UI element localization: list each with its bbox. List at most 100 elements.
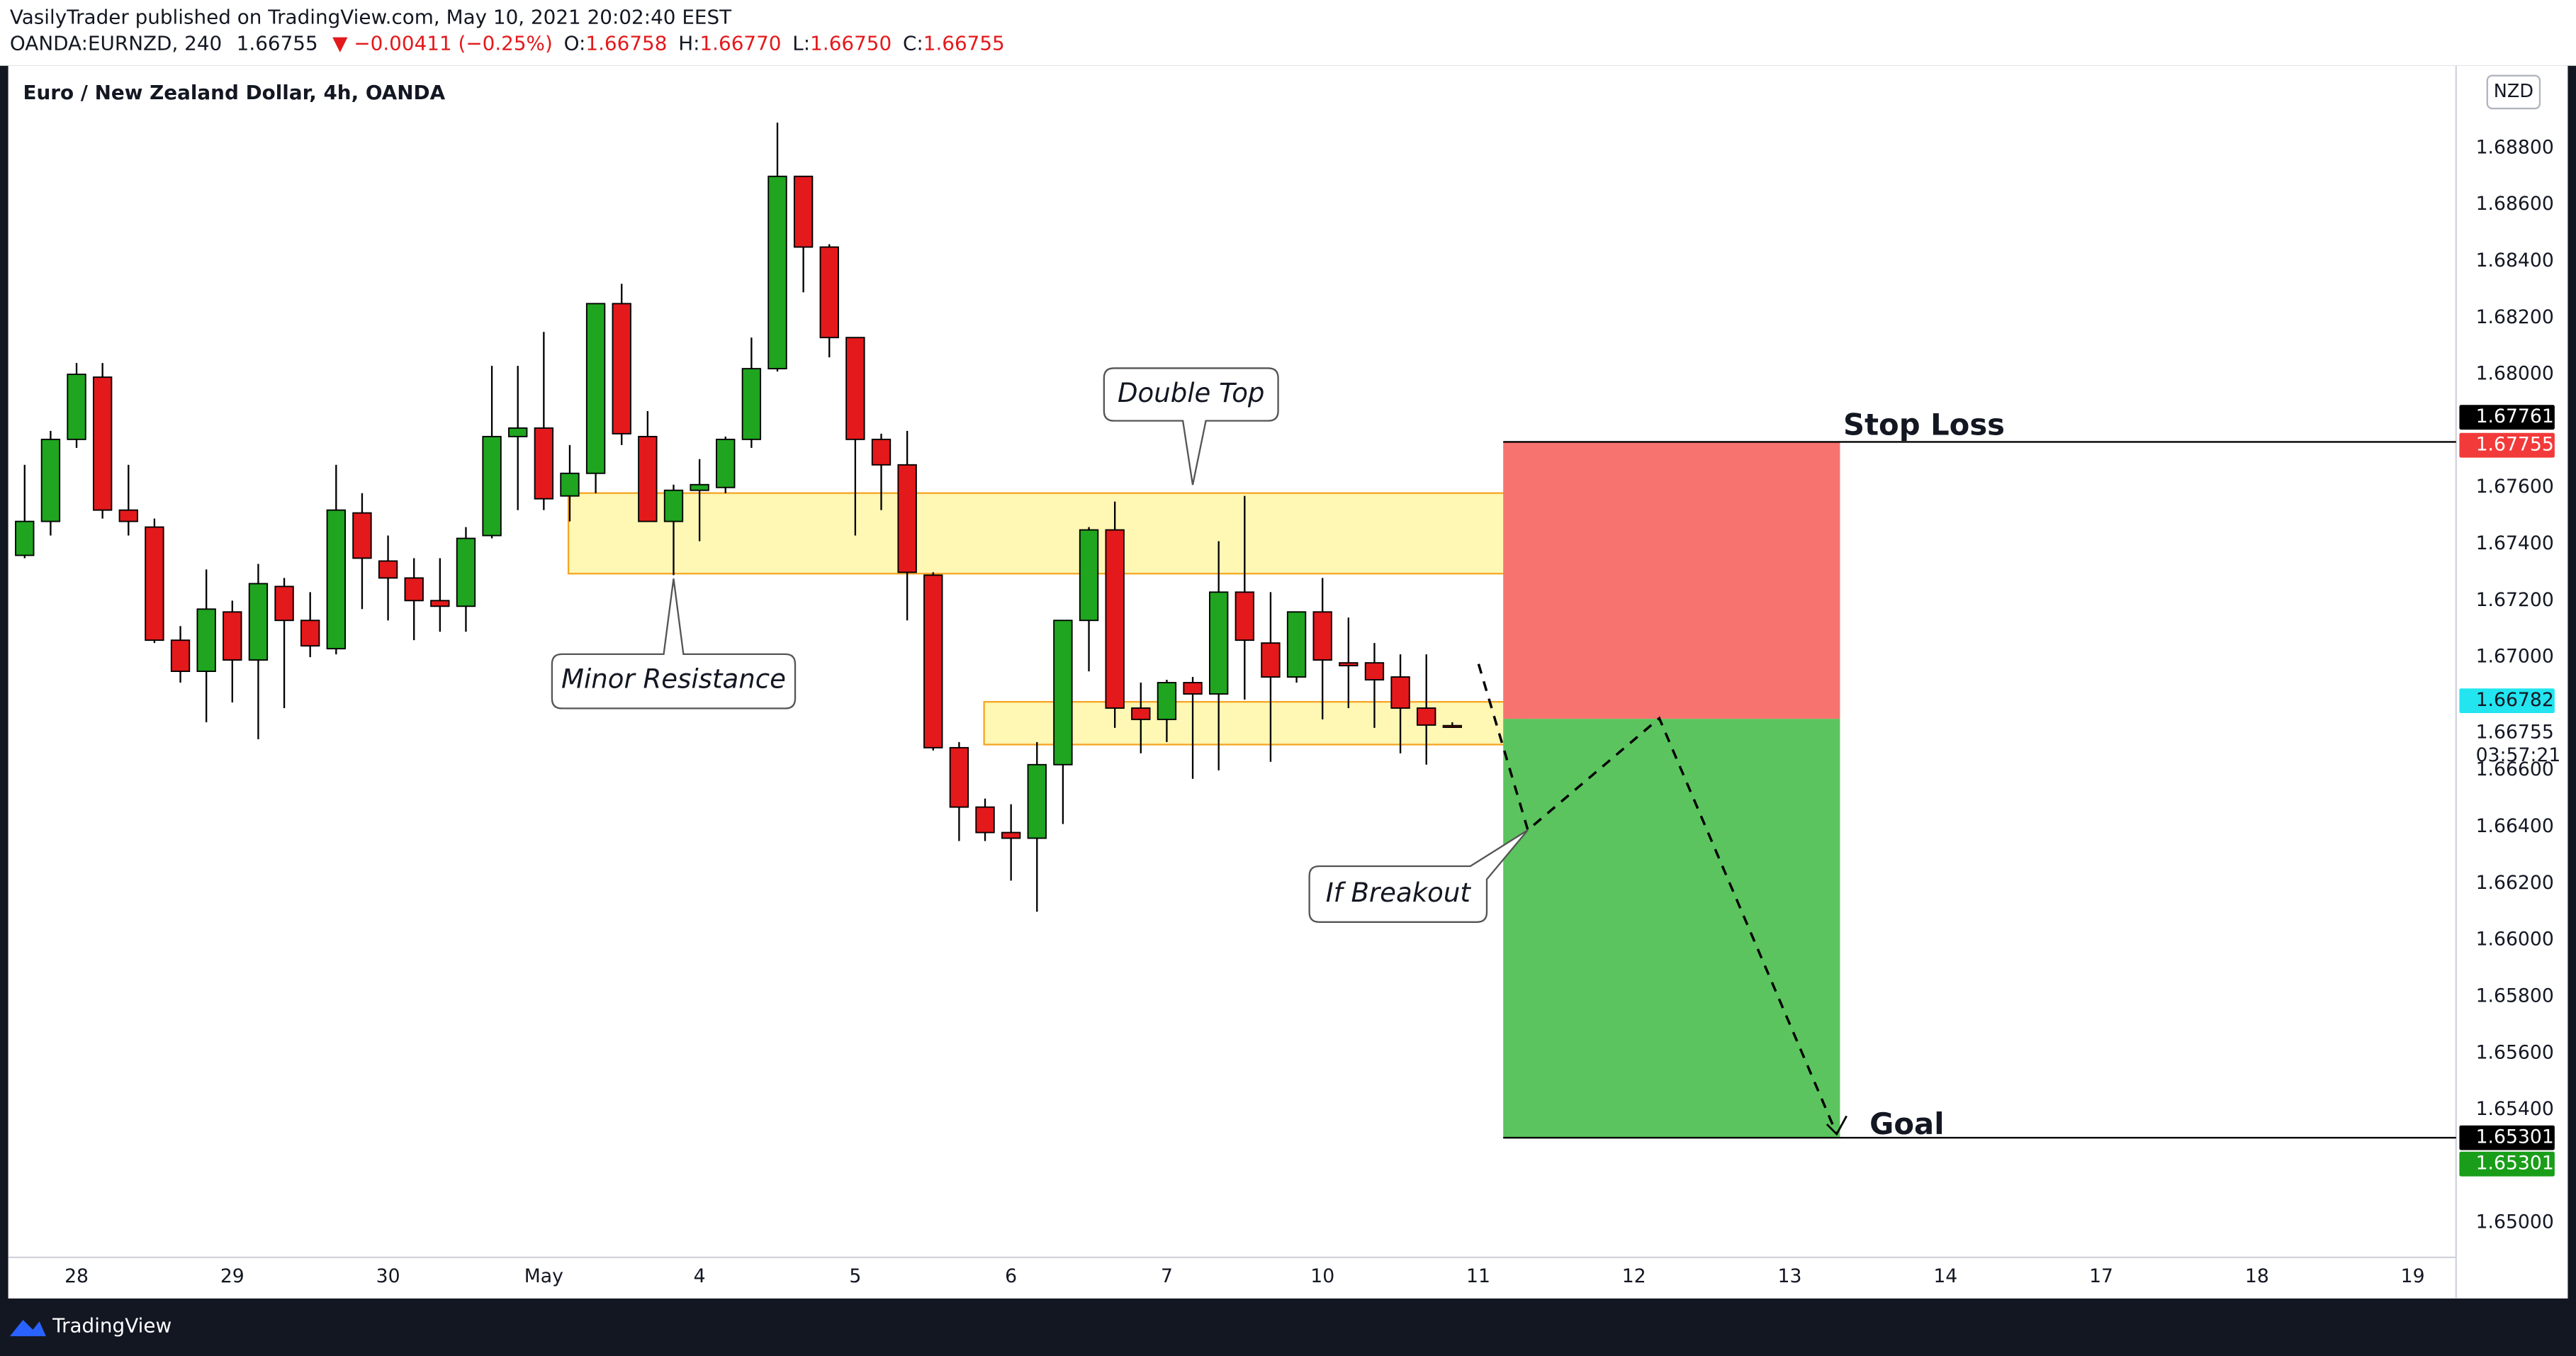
candle-body bbox=[1001, 831, 1021, 839]
stop-label: Stop Loss bbox=[1843, 408, 2005, 442]
candle-body bbox=[638, 435, 658, 522]
candle-body bbox=[975, 806, 995, 834]
price-tag bbox=[2459, 720, 2555, 746]
candle-body bbox=[1312, 611, 1332, 661]
ohlc-label: O: bbox=[564, 32, 586, 55]
candle-body bbox=[612, 303, 631, 435]
position: Stop Loss Goal bbox=[1503, 408, 2456, 1141]
callout bbox=[1103, 367, 1279, 486]
x-tick-label: 7 bbox=[1161, 1265, 1173, 1287]
candle-body bbox=[1286, 611, 1307, 678]
price-tag-label: 1.67761 bbox=[2476, 405, 2554, 427]
y-tick-label: 1.66600 bbox=[2476, 758, 2554, 780]
ohlc-label: C: bbox=[903, 32, 923, 55]
candle-body bbox=[67, 374, 86, 440]
y-tick-label: 1.67200 bbox=[2476, 589, 2554, 611]
price-tag-label: 1.66782 bbox=[2476, 689, 2554, 711]
candle-body bbox=[40, 438, 61, 522]
resistance-zone bbox=[567, 492, 1582, 575]
currency-badge bbox=[2486, 74, 2541, 110]
y-tick-label: 1.66200 bbox=[2476, 872, 2554, 894]
x-tick-label: 30 bbox=[376, 1265, 400, 1287]
candle-body bbox=[223, 611, 242, 661]
x-tick-label: 4 bbox=[694, 1265, 706, 1287]
candle-body bbox=[118, 509, 138, 522]
price-tag bbox=[2459, 432, 2555, 458]
candle-body bbox=[456, 537, 476, 607]
change: ▼ −0.00411 (−0.25%) bbox=[332, 32, 553, 55]
author-line: VasilyTrader published on TradingView.co… bbox=[10, 6, 732, 29]
zones bbox=[567, 492, 1582, 746]
brand: TradingView bbox=[52, 1313, 171, 1337]
x-tick-label: 13 bbox=[1778, 1265, 1802, 1287]
y-tick-label: 1.65400 bbox=[2476, 1098, 2554, 1120]
candle-body bbox=[690, 483, 709, 491]
candle-body bbox=[482, 435, 502, 537]
countdown: 03:57:21 bbox=[2476, 744, 2561, 766]
candles bbox=[15, 122, 1463, 912]
candle-body bbox=[352, 512, 372, 559]
candle-body bbox=[949, 746, 969, 808]
candle-body bbox=[585, 303, 606, 474]
annotation: Double Top bbox=[1118, 378, 1264, 408]
arrowhead bbox=[1826, 1115, 1847, 1136]
x-tick-label: 11 bbox=[1466, 1265, 1490, 1287]
price-tag bbox=[2459, 688, 2555, 714]
candle-body bbox=[92, 376, 113, 511]
candle-body bbox=[1209, 591, 1229, 695]
stop-zone bbox=[1503, 442, 1840, 719]
candle-body bbox=[923, 574, 943, 749]
candle-body bbox=[1131, 707, 1151, 720]
candle-body bbox=[196, 608, 216, 673]
y-tick-label: 1.67400 bbox=[2476, 532, 2554, 554]
y-tick-label: 1.68600 bbox=[2476, 193, 2554, 215]
candle-body bbox=[1261, 642, 1281, 678]
candle-body bbox=[248, 583, 269, 661]
ohlc-label: H: bbox=[678, 32, 699, 55]
annotation: If Breakout bbox=[1326, 878, 1472, 908]
y-tick-label: 1.68400 bbox=[2476, 250, 2554, 271]
candle-body bbox=[1442, 724, 1463, 728]
y-tick-label: 1.65800 bbox=[2476, 985, 2554, 1007]
candle-body bbox=[716, 438, 736, 488]
candle-body bbox=[871, 438, 892, 466]
price-tag bbox=[2459, 1125, 2555, 1150]
candle-body bbox=[378, 560, 398, 579]
candle-body bbox=[1234, 591, 1254, 641]
x-tick-label: 5 bbox=[849, 1265, 861, 1287]
price-tag-label: 1.65301 bbox=[2476, 1153, 2554, 1175]
price-tag-label: 1.67755 bbox=[2476, 434, 2554, 456]
candle-body bbox=[430, 600, 450, 607]
currency: NZD bbox=[2494, 81, 2533, 102]
candle-body bbox=[1027, 763, 1047, 839]
candle-body bbox=[767, 175, 787, 370]
plot-bg bbox=[8, 65, 2568, 1299]
y-tick-label: 1.66000 bbox=[2476, 929, 2554, 951]
y-tick-label: 1.68200 bbox=[2476, 306, 2554, 328]
candle-body bbox=[15, 520, 35, 556]
callout bbox=[1308, 829, 1529, 923]
candle-body bbox=[845, 337, 865, 440]
annotation: Minor Resistance bbox=[561, 663, 786, 694]
candle-body bbox=[1183, 682, 1203, 695]
ohlc-label: L: bbox=[792, 32, 810, 55]
candle-body bbox=[274, 585, 294, 622]
candle-body bbox=[1417, 707, 1436, 726]
callout bbox=[551, 578, 797, 710]
candle-body bbox=[560, 472, 580, 497]
price-tag-label: 1.66755 bbox=[2476, 722, 2554, 744]
candle-body bbox=[1105, 529, 1125, 709]
ohlc-value: 1.66755 bbox=[923, 32, 1005, 55]
candle-body bbox=[1364, 662, 1385, 680]
candle-body bbox=[793, 175, 814, 248]
candle-body bbox=[741, 368, 762, 440]
y-tick-label: 1.67600 bbox=[2476, 476, 2554, 498]
y-tick-label: 1.68000 bbox=[2476, 363, 2554, 385]
x-tick-label: 14 bbox=[1933, 1265, 1957, 1287]
candle-body bbox=[1079, 529, 1099, 622]
x-tick-label: 6 bbox=[1005, 1265, 1017, 1287]
y-tick-label: 1.65000 bbox=[2476, 1211, 2554, 1233]
header-bg bbox=[0, 0, 2576, 66]
price-tag bbox=[2459, 1151, 2555, 1177]
